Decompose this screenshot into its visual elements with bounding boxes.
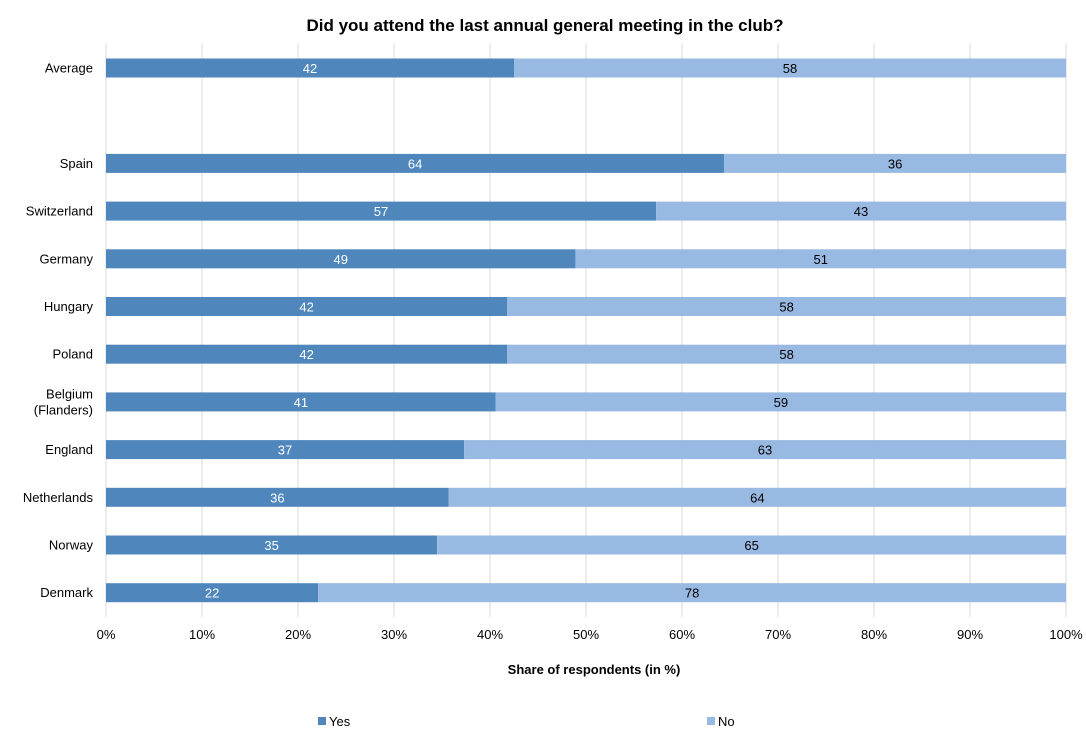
legend-swatch-no [707, 717, 715, 725]
category-label: Average [45, 61, 93, 76]
category-label: Denmark [40, 585, 93, 600]
category-label: (Flanders) [34, 402, 93, 417]
x-tick-label: 100% [1049, 627, 1083, 642]
data-label-yes: 57 [374, 204, 388, 219]
bar-no [437, 535, 1066, 555]
bar-no [575, 249, 1066, 269]
bars [106, 58, 1067, 603]
bar-no [507, 344, 1066, 364]
bar-yes [106, 392, 496, 412]
bar-no [514, 58, 1066, 78]
x-tick-label: 10% [189, 627, 215, 642]
x-tick-label: 90% [957, 627, 983, 642]
x-tick-label: 40% [477, 627, 503, 642]
x-tick-label: 50% [573, 627, 599, 642]
data-label-yes: 22 [205, 586, 219, 601]
category-label: England [45, 442, 93, 457]
x-tick-label: 20% [285, 627, 311, 642]
legend-label-no: No [718, 714, 735, 729]
bar-no [724, 153, 1066, 173]
bar-yes [106, 201, 657, 221]
category-label: Poland [53, 347, 93, 362]
data-label-yes: 36 [270, 490, 284, 505]
bar-yes [106, 249, 576, 269]
bar-no [448, 487, 1067, 507]
category-label: Belgium [46, 386, 93, 401]
data-label-no: 59 [774, 395, 788, 410]
bar-yes [106, 535, 438, 555]
data-label-yes: 49 [333, 252, 347, 267]
bar-yes [106, 344, 508, 364]
category-label: Germany [40, 251, 94, 266]
bar-no [495, 392, 1066, 412]
data-label-no: 36 [888, 156, 902, 171]
data-label-no: 65 [744, 538, 758, 553]
x-tick-label: 0% [97, 627, 116, 642]
data-label-yes: 41 [294, 395, 308, 410]
x-tick-labels: 0% 10% 20% 30% 40% 50% 60% 70% 80% 90% 100% [97, 627, 1083, 642]
category-label: Hungary [44, 299, 94, 314]
data-label-no: 64 [750, 490, 764, 505]
value-labels: 42 58 64 36 57 43 49 51 42 58 42 58 41 59 37 63 36 64 35 65… [205, 61, 903, 601]
data-label-yes: 42 [299, 347, 313, 362]
data-label-yes: 35 [264, 538, 278, 553]
x-tick-label: 60% [669, 627, 695, 642]
bar-no [464, 440, 1067, 460]
x-tick-label: 70% [765, 627, 791, 642]
data-label-no: 78 [685, 586, 699, 601]
legend-label-yes: Yes [329, 714, 351, 729]
x-axis-title: Share of respondents (in %) [508, 662, 681, 677]
bar-yes [106, 153, 725, 173]
bar-yes [106, 440, 465, 460]
data-label-no: 58 [779, 300, 793, 315]
grid-lines [105, 44, 1067, 617]
bar-no [656, 201, 1066, 221]
data-label-yes: 42 [299, 300, 313, 315]
bar-yes [106, 487, 449, 507]
category-label: Norway [49, 538, 94, 553]
x-tick-label: 30% [381, 627, 407, 642]
data-label-no: 43 [854, 204, 868, 219]
legend-swatch-yes [318, 717, 326, 725]
bar-yes [106, 583, 319, 603]
data-label-yes: 64 [408, 156, 422, 171]
category-label: Switzerland [26, 204, 93, 219]
x-tick-label: 80% [861, 627, 887, 642]
data-label-no: 51 [813, 252, 827, 267]
bar-yes [106, 297, 508, 316]
data-label-no: 58 [779, 347, 793, 362]
bar-no [507, 297, 1066, 316]
category-label: Netherlands [23, 490, 94, 505]
category-label: Spain [60, 156, 93, 171]
bar-no [318, 583, 1066, 603]
bar-yes [106, 58, 514, 78]
legend: Yes No [318, 714, 735, 729]
category-labels: Average Spain Switzerland Germany Hungary Pol… [23, 61, 94, 601]
chart-title: Did you attend the last annual general m… [306, 16, 783, 35]
data-label-yes: 37 [278, 443, 292, 458]
data-label-no: 58 [783, 61, 797, 76]
data-label-yes: 42 [303, 61, 317, 76]
data-label-no: 63 [758, 443, 772, 458]
